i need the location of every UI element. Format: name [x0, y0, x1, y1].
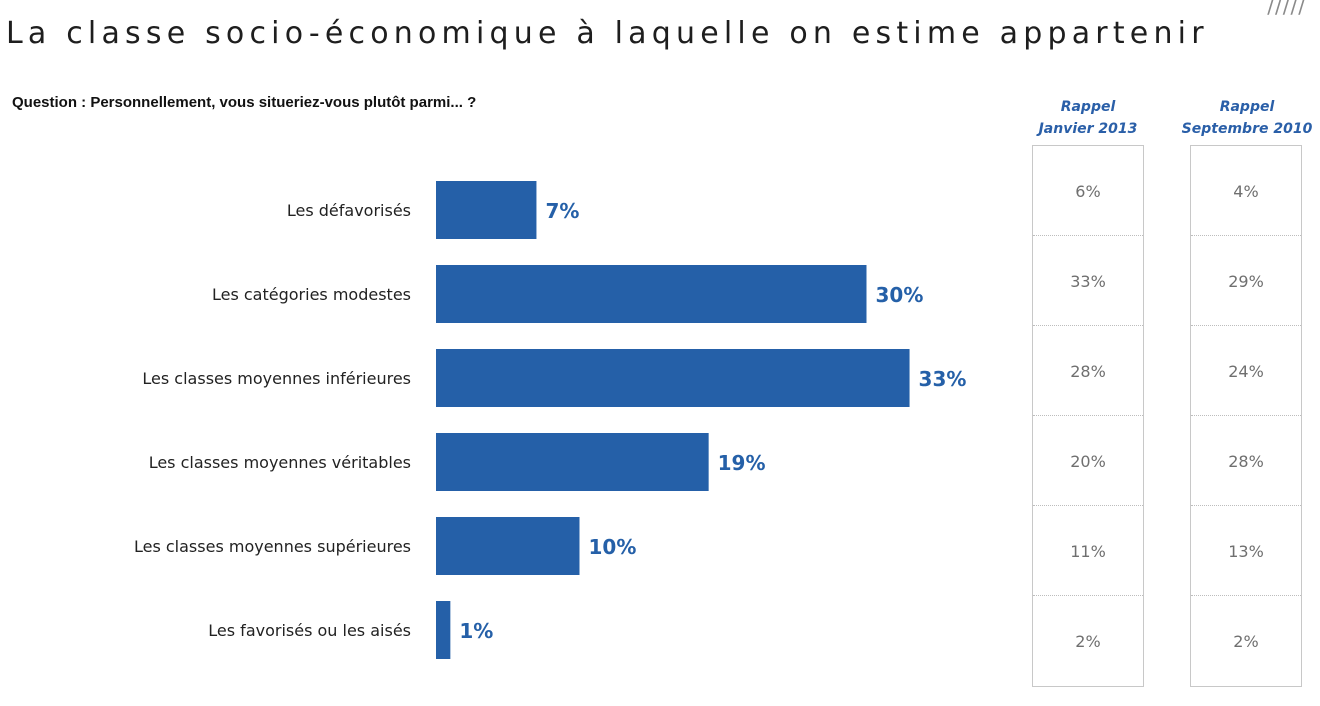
- recall-header-janvier-2013: Rappel Janvier 2013: [1032, 96, 1144, 140]
- decorative-slashes: /////: [1267, 0, 1306, 18]
- recall-header-septembre-2010: Rappel Septembre 2010: [1176, 96, 1318, 140]
- bar-chart: Les défavorisés 7% Les catégories modestes…: [134, 181, 967, 659]
- recall-cell: 28%: [1191, 416, 1301, 506]
- value-label: 10%: [589, 535, 637, 559]
- recall-cell: 11%: [1033, 506, 1143, 596]
- bar: [436, 181, 537, 239]
- bar: [436, 433, 709, 491]
- value-label: 7%: [545, 199, 579, 223]
- recall-header-line1: Rappel: [1219, 99, 1275, 115]
- recall-header-line2: Septembre 2010: [1181, 121, 1313, 137]
- value-label: 30%: [876, 283, 924, 307]
- value-label: 1%: [459, 619, 493, 643]
- category-label: Les classes moyennes inférieures: [142, 369, 411, 388]
- category-label: Les catégories modestes: [212, 285, 411, 304]
- recall-cell: 6%: [1033, 146, 1143, 236]
- recall-cell: 20%: [1033, 416, 1143, 506]
- category-label: Les classes moyennes supérieures: [134, 537, 411, 556]
- recall-table-septembre-2010: 4% 29% 24% 28% 13% 2%: [1190, 145, 1302, 687]
- recall-header-line2: Janvier 2013: [1038, 121, 1138, 137]
- recall-header-line1: Rappel: [1060, 99, 1116, 115]
- bar: [436, 517, 580, 575]
- recall-cell: 29%: [1191, 236, 1301, 326]
- recall-cell: 13%: [1191, 506, 1301, 596]
- category-label: Les classes moyennes véritables: [149, 453, 411, 472]
- value-label: 33%: [919, 367, 967, 391]
- recall-cell: 4%: [1191, 146, 1301, 236]
- value-label: 19%: [718, 451, 766, 475]
- question-text: Question : Personnellement, vous situeri…: [12, 94, 477, 111]
- bar: [436, 349, 910, 407]
- bar: [436, 265, 867, 323]
- bar: [436, 601, 451, 659]
- recall-table-janvier-2013: 6% 33% 28% 20% 11% 2%: [1032, 145, 1144, 687]
- recall-cell: 2%: [1075, 632, 1101, 651]
- recall-cell: 28%: [1033, 326, 1143, 416]
- category-label: Les défavorisés: [287, 201, 411, 220]
- recall-cell: 2%: [1233, 632, 1259, 651]
- recall-cell: 24%: [1191, 326, 1301, 416]
- category-label: Les favorisés ou les aisés: [208, 621, 411, 640]
- page-title: La classe socio-économique à laquelle on…: [6, 16, 1209, 51]
- recall-cell: 33%: [1033, 236, 1143, 326]
